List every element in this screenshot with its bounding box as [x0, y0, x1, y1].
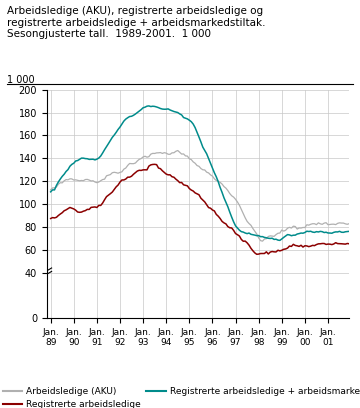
Text: 1 000: 1 000: [8, 75, 35, 85]
Text: Arbeidsledige (AKU), registrerte arbeidsledige og
registrerte arbeidsledige + ar: Arbeidsledige (AKU), registrerte arbeids…: [7, 6, 266, 39]
Legend: Arbeidsledige (AKU), Registrerte arbeidsledige, Registrerte arbeidsledige + arbe: Arbeidsledige (AKU), Registrerte arbeids…: [3, 387, 360, 408]
